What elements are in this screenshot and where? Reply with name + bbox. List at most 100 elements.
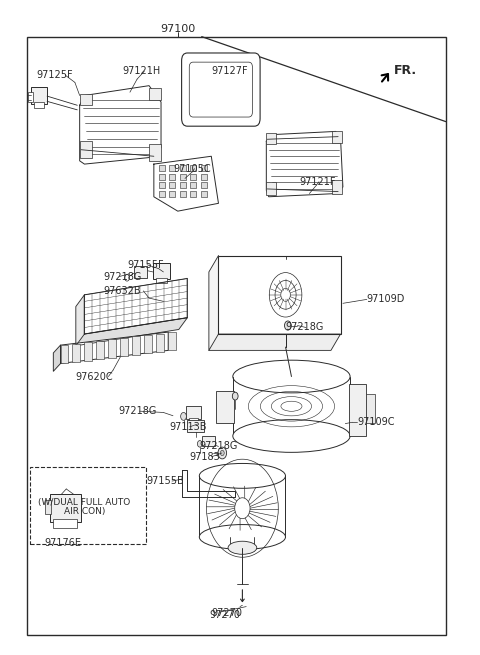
Circle shape: [235, 498, 250, 519]
Bar: [169, 174, 175, 179]
Circle shape: [136, 270, 142, 278]
Circle shape: [220, 451, 224, 456]
Bar: [190, 191, 196, 196]
Bar: [96, 341, 104, 359]
Text: 97218G: 97218G: [104, 272, 142, 282]
Bar: [349, 384, 366, 436]
Bar: [180, 182, 186, 188]
Polygon shape: [266, 132, 343, 196]
Bar: [169, 191, 175, 196]
Bar: [201, 174, 207, 179]
Bar: [149, 145, 161, 161]
Bar: [80, 141, 92, 158]
Bar: [144, 335, 152, 353]
Bar: [158, 191, 165, 196]
Ellipse shape: [199, 464, 286, 488]
Bar: [202, 436, 215, 447]
Ellipse shape: [199, 525, 286, 550]
Text: 97218G: 97218G: [286, 322, 324, 333]
FancyBboxPatch shape: [181, 53, 260, 126]
Bar: [201, 166, 207, 172]
Text: 97105C: 97105C: [173, 164, 211, 174]
Bar: [216, 390, 234, 423]
Text: 97109D: 97109D: [367, 294, 405, 305]
Bar: [158, 182, 165, 188]
Text: 97100: 97100: [160, 24, 195, 34]
Bar: [156, 333, 164, 352]
Bar: [266, 182, 276, 195]
Bar: [28, 92, 33, 102]
Text: 97155F: 97155F: [128, 260, 164, 270]
Text: 97270: 97270: [209, 610, 240, 620]
Circle shape: [232, 392, 238, 400]
Polygon shape: [84, 278, 187, 334]
Bar: [332, 131, 342, 143]
Text: 97183: 97183: [190, 452, 220, 462]
Bar: [201, 191, 207, 196]
Circle shape: [285, 321, 291, 330]
Bar: [158, 174, 165, 179]
Circle shape: [218, 447, 227, 459]
Bar: [120, 338, 128, 356]
Polygon shape: [154, 157, 218, 211]
Bar: [201, 182, 207, 188]
Polygon shape: [209, 334, 340, 350]
Bar: [332, 180, 342, 193]
Bar: [156, 278, 167, 283]
Text: 97113B: 97113B: [169, 422, 207, 432]
Bar: [134, 266, 147, 278]
Text: 97218G: 97218G: [118, 406, 156, 416]
Bar: [266, 133, 276, 145]
Circle shape: [197, 441, 202, 447]
Text: 97632B: 97632B: [104, 286, 141, 296]
Bar: [187, 421, 204, 432]
Bar: [84, 343, 92, 360]
Text: 97127F: 97127F: [211, 66, 248, 75]
Text: 97155B: 97155B: [147, 476, 184, 486]
Bar: [366, 394, 375, 423]
Bar: [132, 337, 140, 355]
Bar: [190, 182, 196, 188]
Polygon shape: [60, 332, 168, 364]
Text: 97121H: 97121H: [123, 66, 161, 76]
Bar: [180, 174, 186, 179]
Text: FR.: FR.: [394, 64, 417, 77]
Polygon shape: [76, 295, 84, 346]
Bar: [80, 94, 92, 105]
FancyBboxPatch shape: [189, 62, 252, 117]
Text: 97125F: 97125F: [36, 70, 73, 80]
Circle shape: [180, 413, 186, 421]
Bar: [153, 263, 170, 279]
Bar: [190, 166, 196, 172]
Bar: [168, 332, 176, 350]
Bar: [169, 182, 175, 188]
Bar: [72, 344, 80, 362]
Bar: [34, 102, 44, 108]
Circle shape: [275, 280, 296, 309]
Bar: [60, 345, 68, 364]
Ellipse shape: [233, 420, 350, 453]
Bar: [158, 166, 165, 172]
Text: 97109C: 97109C: [357, 417, 395, 427]
Text: 97176E: 97176E: [45, 538, 82, 548]
Bar: [186, 406, 201, 419]
Bar: [27, 37, 446, 635]
Bar: [180, 191, 186, 196]
Circle shape: [125, 274, 130, 281]
Bar: [49, 494, 81, 521]
Text: 97270: 97270: [211, 608, 242, 618]
Polygon shape: [53, 345, 60, 371]
Circle shape: [269, 272, 302, 317]
Bar: [30, 468, 146, 544]
Polygon shape: [209, 255, 218, 350]
Polygon shape: [76, 318, 187, 346]
Bar: [31, 87, 47, 104]
Bar: [53, 519, 77, 527]
Bar: [108, 339, 116, 358]
Circle shape: [281, 288, 290, 301]
Bar: [45, 500, 51, 514]
Bar: [169, 166, 175, 172]
Text: 97121F: 97121F: [300, 177, 336, 187]
Text: 97620C: 97620C: [75, 371, 112, 381]
Text: (W/DUAL FULL AUTO: (W/DUAL FULL AUTO: [38, 498, 131, 507]
